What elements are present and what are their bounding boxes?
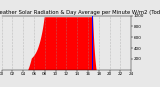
Title: Milwaukee Weather Solar Radiation & Day Average per Minute W/m2 (Today): Milwaukee Weather Solar Radiation & Day … bbox=[0, 10, 160, 15]
